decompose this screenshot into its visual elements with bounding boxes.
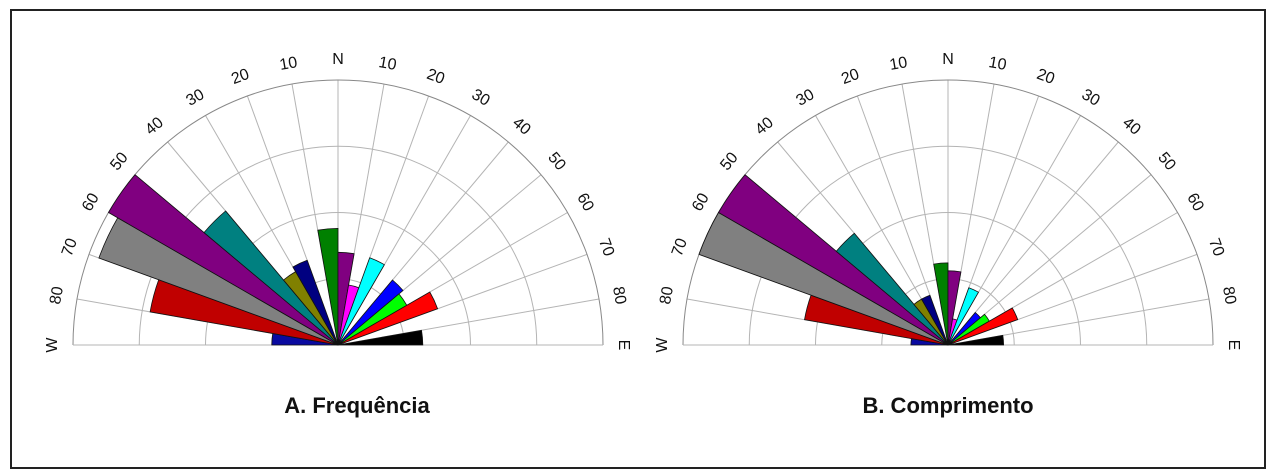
tick-label: 80 bbox=[657, 285, 677, 306]
tick-label: 80 bbox=[609, 285, 629, 306]
tick-label: 70 bbox=[669, 236, 691, 259]
tick-label: 80 bbox=[1219, 285, 1239, 306]
tick-label: 50 bbox=[1154, 149, 1179, 174]
caption-frequencia: A. Frequência bbox=[284, 393, 430, 418]
tick-label: 20 bbox=[424, 66, 447, 88]
rose-petal bbox=[835, 232, 949, 346]
rose-petal bbox=[933, 262, 949, 346]
tick-label: 20 bbox=[839, 66, 862, 88]
rose-petal bbox=[947, 307, 1019, 346]
tick-label: 50 bbox=[107, 149, 132, 174]
tick-label: 40 bbox=[752, 114, 777, 139]
tick-label: 10 bbox=[278, 54, 299, 74]
tick-label: 40 bbox=[1119, 114, 1144, 139]
tick-label: 30 bbox=[469, 86, 493, 110]
rose-petal bbox=[203, 210, 339, 346]
tick-label: N bbox=[942, 51, 954, 68]
tick-label: 60 bbox=[1183, 190, 1207, 214]
outer-ring bbox=[72, 79, 604, 346]
tick-label: 20 bbox=[1034, 66, 1057, 88]
tick-label: 50 bbox=[544, 149, 569, 174]
rose-petal bbox=[292, 259, 339, 346]
tick-label: E bbox=[1225, 340, 1242, 351]
tick-label: W bbox=[44, 337, 61, 353]
tick-label: N bbox=[332, 51, 344, 68]
rose-petal bbox=[337, 291, 439, 346]
rose-petal bbox=[698, 211, 949, 346]
tick-label: E bbox=[615, 340, 632, 351]
tick-label: 70 bbox=[1205, 236, 1227, 259]
tick-label: 10 bbox=[377, 54, 398, 74]
tick-label: 60 bbox=[689, 190, 713, 214]
caption-comprimento: B. Comprimento bbox=[862, 393, 1033, 418]
tick-label: 80 bbox=[47, 285, 67, 306]
tick-label: 70 bbox=[595, 236, 617, 259]
rose-petal bbox=[947, 287, 980, 346]
tick-label: 60 bbox=[573, 190, 597, 214]
rose-petal bbox=[717, 174, 949, 346]
tick-label: 60 bbox=[79, 190, 103, 214]
tick-label: 50 bbox=[717, 149, 742, 174]
tick-label: W bbox=[654, 337, 671, 353]
tick-label: 10 bbox=[888, 54, 909, 74]
rose-petal bbox=[337, 329, 424, 346]
tick-label: 40 bbox=[509, 114, 534, 139]
rose-petal bbox=[337, 257, 385, 346]
rose-petal bbox=[337, 279, 404, 346]
tick-label: 30 bbox=[1079, 86, 1103, 110]
tick-label: 30 bbox=[793, 86, 817, 110]
rose-petal bbox=[920, 294, 949, 346]
rose-petal bbox=[317, 227, 339, 346]
tick-label: 30 bbox=[183, 86, 207, 110]
tick-label: 10 bbox=[987, 54, 1008, 74]
rose-petal bbox=[947, 334, 1005, 346]
tick-label: 40 bbox=[142, 114, 167, 139]
rose-petal bbox=[107, 174, 339, 346]
tick-label: 20 bbox=[229, 66, 252, 88]
tick-label: 70 bbox=[59, 236, 81, 259]
